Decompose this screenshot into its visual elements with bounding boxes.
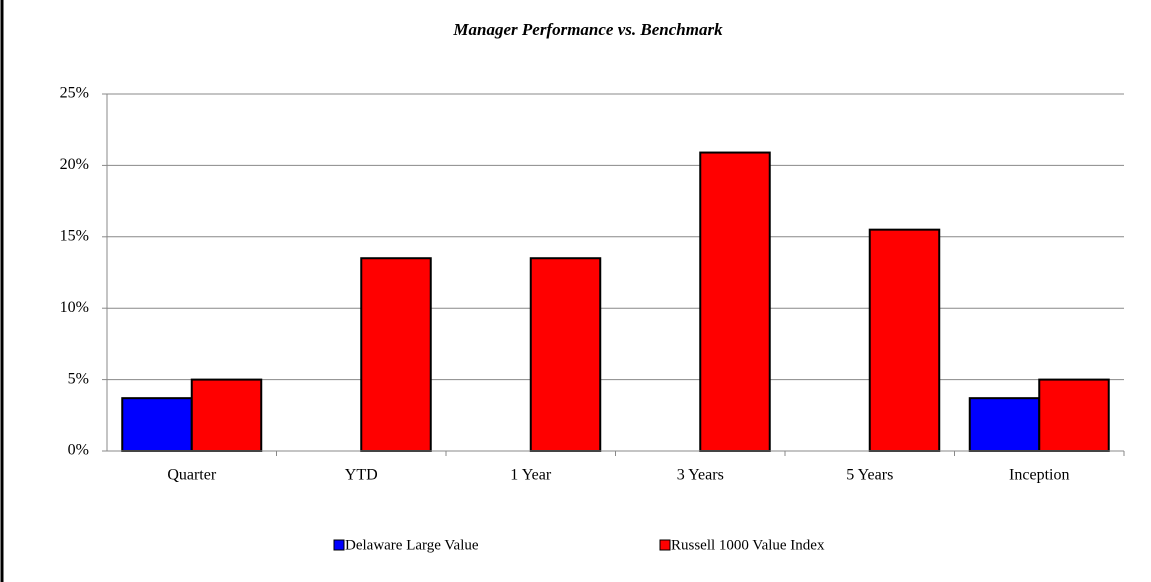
y-tick-label: 25% <box>60 85 89 102</box>
bar <box>968 397 1041 452</box>
legend-label: Delaware Large Value <box>345 537 479 553</box>
bar <box>868 228 941 452</box>
y-tick-label: 0% <box>68 442 89 459</box>
x-tick-label: YTD <box>345 467 378 484</box>
y-tick-label: 20% <box>60 156 89 173</box>
bar <box>190 378 263 453</box>
x-tick-label: Quarter <box>167 467 217 484</box>
bar <box>699 151 771 452</box>
x-tick-label: 3 Years <box>677 467 724 484</box>
y-tick-label: 15% <box>60 227 89 244</box>
x-tick-label: 1 Year <box>510 467 552 484</box>
x-tick-label: 5 Years <box>846 467 893 484</box>
y-tick-label: 5% <box>68 370 89 387</box>
bar <box>1038 378 1110 453</box>
chart-title: Manager Performance vs. Benchmark <box>452 20 723 39</box>
legend-swatch <box>659 539 671 551</box>
y-tick-label: 10% <box>60 299 89 316</box>
bar <box>121 397 193 452</box>
bar <box>529 257 602 452</box>
legend-swatch <box>333 539 345 551</box>
bar <box>360 257 432 452</box>
legend-label: Russell 1000 Value Index <box>671 537 825 553</box>
x-tick-label: Inception <box>1009 467 1069 484</box>
